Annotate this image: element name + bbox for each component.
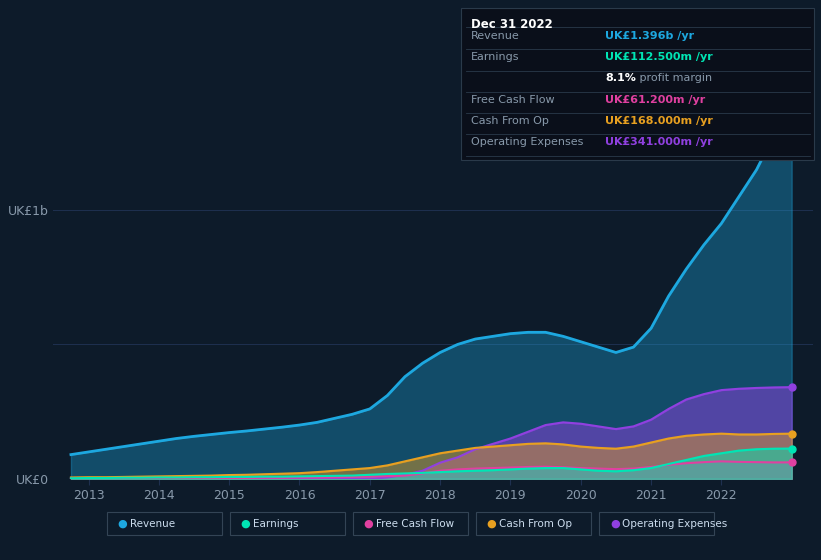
Text: ●: ● [487,519,497,529]
Text: Revenue: Revenue [130,519,175,529]
Text: Operating Expenses: Operating Expenses [622,519,727,529]
Text: UK£112.500m /yr: UK£112.500m /yr [605,52,713,62]
Text: UK£168.000m /yr: UK£168.000m /yr [605,116,713,126]
Text: ●: ● [364,519,374,529]
Text: profit margin: profit margin [636,73,713,83]
Text: ●: ● [610,519,620,529]
Text: Cash From Op: Cash From Op [471,116,549,126]
Text: Operating Expenses: Operating Expenses [471,137,584,147]
Text: Revenue: Revenue [471,31,520,41]
Text: Earnings: Earnings [471,52,520,62]
Text: Free Cash Flow: Free Cash Flow [376,519,454,529]
Text: UK£1.396b /yr: UK£1.396b /yr [605,31,695,41]
Text: Dec 31 2022: Dec 31 2022 [471,18,553,31]
Text: UK£61.200m /yr: UK£61.200m /yr [605,95,705,105]
Text: Earnings: Earnings [253,519,298,529]
Text: UK£341.000m /yr: UK£341.000m /yr [605,137,713,147]
Text: ●: ● [117,519,127,529]
Text: 8.1%: 8.1% [605,73,636,83]
Text: ●: ● [241,519,250,529]
Text: Cash From Op: Cash From Op [499,519,572,529]
Text: Free Cash Flow: Free Cash Flow [471,95,555,105]
